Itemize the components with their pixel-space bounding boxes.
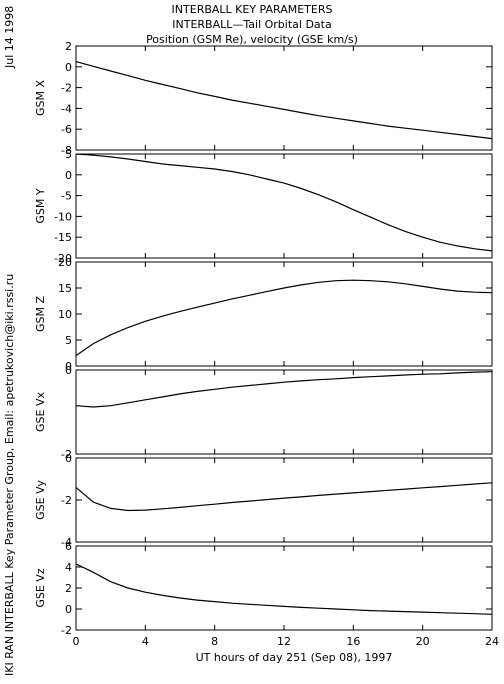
y-tick-label: -4 <box>61 102 72 115</box>
x-tick-label: 4 <box>142 635 149 648</box>
y-tick-label: 0 <box>65 364 72 377</box>
y-tick-label: 10 <box>58 308 72 321</box>
x-tick-label: 16 <box>346 635 360 648</box>
series-line-gse-vy <box>75 482 493 512</box>
y-tick-label: 0 <box>65 452 72 465</box>
y-tick-label: 15 <box>58 282 72 295</box>
title-line-2: INTERBALL—Tail Orbital Data <box>172 18 332 31</box>
title-line-1: INTERBALL KEY PARAMETERS <box>171 3 333 16</box>
x-tick-label: 24 <box>485 635 499 648</box>
x-axis-label: UT hours of day 251 (Sep 08), 1997 <box>196 651 393 664</box>
y-tick-label: -10 <box>54 210 72 223</box>
y-axis-label: GSM Y <box>34 188 47 223</box>
series-line-gse-vx <box>75 371 493 408</box>
y-axis-label: GSE Vz <box>34 568 47 607</box>
panel-frame <box>75 45 493 151</box>
x-tick-label: 8 <box>211 635 218 648</box>
y-tick-label: 0 <box>65 603 72 616</box>
y-tick-label: 2 <box>65 40 72 53</box>
y-tick-label: 5 <box>65 148 72 161</box>
y-tick-label: 20 <box>58 256 72 269</box>
y-axis-label: GSM Z <box>34 296 47 332</box>
x-tick-label: 12 <box>277 635 291 648</box>
series-line-gsm-x <box>75 61 493 140</box>
y-tick-label: 5 <box>65 334 72 347</box>
panel-frame <box>75 153 493 259</box>
y-tick-label: 0 <box>65 360 72 373</box>
y-tick-label: 6 <box>65 540 72 553</box>
title-line-3: Position (GSM Re), velocity (GSE km/s) <box>146 33 358 46</box>
series-line-gsm-y <box>75 153 493 252</box>
x-tick-label: 20 <box>416 635 430 648</box>
series-line-gsm-z <box>75 279 493 357</box>
y-tick-label: -4 <box>61 536 72 549</box>
y-tick-label: 0 <box>65 61 72 74</box>
y-axis-label: GSE Vx <box>34 392 47 432</box>
y-tick-label: -8 <box>61 144 72 157</box>
y-axis-label: GSM X <box>34 80 47 116</box>
series-line-gse-vz <box>75 563 493 615</box>
y-tick-label: 0 <box>65 169 72 182</box>
y-axis-label: GSE Vy <box>34 480 47 520</box>
y-tick-label: -20 <box>54 252 72 265</box>
x-tick-label: 0 <box>73 635 80 648</box>
y-tick-label: -15 <box>54 231 72 244</box>
panel-frame <box>75 261 493 367</box>
y-tick-label: -2 <box>61 82 72 95</box>
y-tick-label: 2 <box>65 582 72 595</box>
y-tick-label: -2 <box>61 448 72 461</box>
y-tick-label: -2 <box>61 624 72 637</box>
panel-frame <box>75 457 493 543</box>
y-tick-label: -6 <box>61 123 72 136</box>
y-tick-label: -2 <box>61 494 72 507</box>
y-tick-label: 4 <box>65 561 72 574</box>
y-tick-label: -5 <box>61 190 72 203</box>
panel-frame <box>75 545 493 631</box>
